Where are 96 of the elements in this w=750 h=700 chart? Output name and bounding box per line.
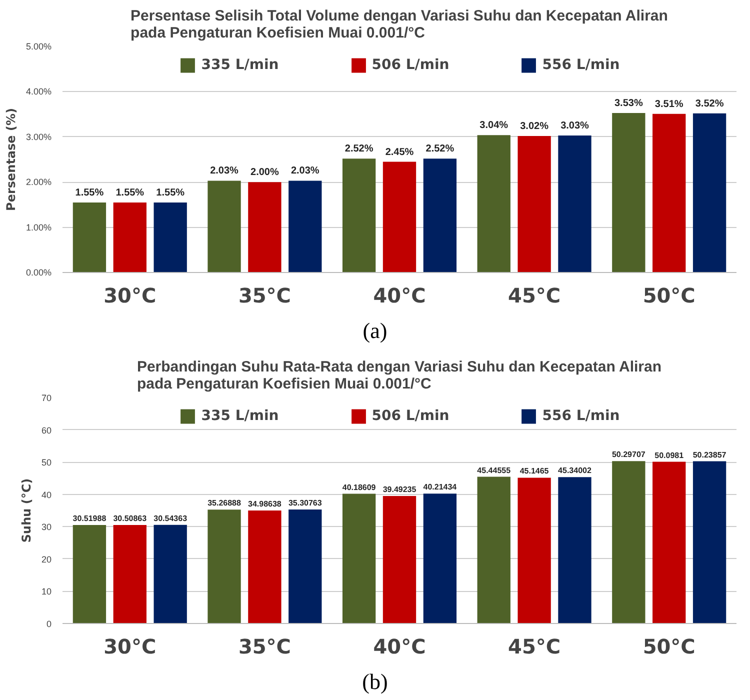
bar bbox=[208, 510, 241, 624]
chart-title: Perbandingan Suhu Rata-Rata dengan Variasi Suhu dan Kecepatan Aliran pada Pengaturan Koefisien Muai 0.001/°C bbox=[136, 358, 662, 393]
data-label: 2.52% bbox=[426, 144, 454, 155]
y-tick-label: 60 bbox=[41, 426, 52, 436]
bar bbox=[72, 525, 106, 624]
y-axis-title: Suhu (°C) bbox=[19, 478, 34, 544]
bar bbox=[477, 135, 510, 272]
data-label: 39.49235 bbox=[382, 485, 417, 494]
data-label: 3.52% bbox=[695, 98, 724, 110]
data-label: 35.30763 bbox=[288, 498, 322, 508]
bar bbox=[382, 162, 416, 272]
x-tick-label: 35°C bbox=[238, 634, 291, 659]
data-label: 40.21434 bbox=[423, 483, 458, 492]
data-label: 30.51988 bbox=[72, 514, 107, 524]
data-label: 3.02% bbox=[520, 120, 549, 132]
bar bbox=[518, 136, 551, 272]
bar bbox=[208, 180, 241, 272]
bar bbox=[612, 112, 646, 272]
data-label: 30.50863 bbox=[113, 514, 148, 524]
y-tick-label: 30 bbox=[41, 522, 52, 533]
x-tick-label: 35°C bbox=[238, 284, 291, 308]
y-tick-label: 1.00% bbox=[26, 222, 52, 232]
data-label: 50.29707 bbox=[612, 450, 646, 460]
legend-label: 506 L/min bbox=[372, 57, 450, 73]
y-tick-label: 5.00% bbox=[26, 42, 52, 52]
bar bbox=[113, 525, 146, 624]
text: (b) bbox=[362, 668, 388, 696]
bar bbox=[692, 113, 726, 272]
y-tick-label: 0 bbox=[46, 619, 52, 630]
y-tick-label: 0.00% bbox=[26, 268, 52, 278]
bar bbox=[288, 510, 322, 624]
data-label: 3.04% bbox=[480, 120, 508, 132]
data-label: 35.26888 bbox=[208, 499, 242, 508]
legend-label: 506 L/min bbox=[372, 408, 450, 424]
bar bbox=[154, 525, 187, 624]
bar bbox=[154, 202, 187, 272]
x-tick-label: 40°C bbox=[373, 284, 426, 308]
data-label: 50.0981 bbox=[654, 451, 684, 460]
y-tick-label: 20 bbox=[41, 554, 52, 565]
data-label: 3.53% bbox=[614, 98, 643, 109]
data-label: 45.44555 bbox=[477, 466, 512, 476]
data-label: 50.23857 bbox=[692, 450, 727, 460]
bar bbox=[113, 202, 146, 272]
bar bbox=[342, 494, 376, 624]
x-tick-label: 50°C bbox=[642, 634, 696, 659]
data-label: 2.52% bbox=[344, 144, 374, 155]
data-label: 2.03% bbox=[290, 166, 320, 177]
y-tick-label: 3.00% bbox=[26, 132, 52, 142]
x-tick-label: 30°C bbox=[104, 284, 156, 308]
y-tick-label: 4.00% bbox=[26, 86, 52, 97]
bar bbox=[652, 462, 686, 624]
x-tick-label: 45°C bbox=[508, 284, 561, 308]
bar bbox=[423, 158, 457, 272]
y-tick-label: 70 bbox=[41, 393, 52, 404]
data-label: 1.55% bbox=[156, 187, 185, 198]
data-label: 30.54363 bbox=[154, 514, 188, 524]
bar bbox=[423, 494, 457, 624]
bar bbox=[692, 462, 726, 624]
data-label: 2.45% bbox=[385, 146, 414, 158]
chart-title: Persentase Selisih Total Volume dengan Variasi Suhu dan Kecepatan Aliran pada Pengaturan Koefisien Muai 0.001/°C bbox=[130, 8, 668, 42]
text: (a) bbox=[362, 317, 388, 345]
data-label: 1.55% bbox=[75, 187, 104, 198]
bar bbox=[652, 114, 686, 272]
bar bbox=[558, 136, 592, 272]
data-label: 2.00% bbox=[250, 167, 279, 178]
bar bbox=[382, 496, 416, 624]
y-axis-title: Persentase (%) bbox=[4, 108, 18, 211]
legend-label: 335 L/min bbox=[201, 57, 279, 73]
y-tick-label: 50 bbox=[41, 458, 52, 468]
legend-label: 556 L/min bbox=[542, 408, 620, 424]
bar bbox=[558, 478, 592, 624]
bar bbox=[477, 477, 510, 624]
data-label: 45.34002 bbox=[558, 466, 592, 476]
y-tick-label: 10 bbox=[41, 587, 52, 598]
x-tick-label: 40°C bbox=[373, 634, 426, 659]
y-tick-label: 40 bbox=[41, 490, 52, 500]
bar bbox=[248, 182, 282, 272]
data-label: 1.55% bbox=[116, 187, 144, 198]
data-label: 3.51% bbox=[654, 98, 684, 110]
x-tick-label: 45°C bbox=[508, 634, 561, 659]
bar bbox=[248, 510, 282, 624]
bar bbox=[72, 202, 106, 272]
data-label: 45.1465 bbox=[520, 467, 550, 476]
x-tick-label: 30°C bbox=[104, 634, 156, 659]
bar bbox=[518, 478, 551, 624]
data-label: 40.18609 bbox=[342, 483, 376, 492]
bar bbox=[612, 462, 646, 624]
data-label: 3.03% bbox=[560, 120, 590, 132]
data-label: 34.98638 bbox=[248, 500, 282, 509]
data-label: 2.03% bbox=[210, 166, 239, 177]
y-tick-label: 2.00% bbox=[26, 177, 52, 188]
bar bbox=[342, 158, 376, 272]
bar bbox=[288, 180, 322, 272]
legend-label: 335 L/min bbox=[201, 408, 279, 424]
legend-label: 556 L/min bbox=[542, 57, 620, 73]
x-tick-label: 50°C bbox=[642, 284, 696, 308]
